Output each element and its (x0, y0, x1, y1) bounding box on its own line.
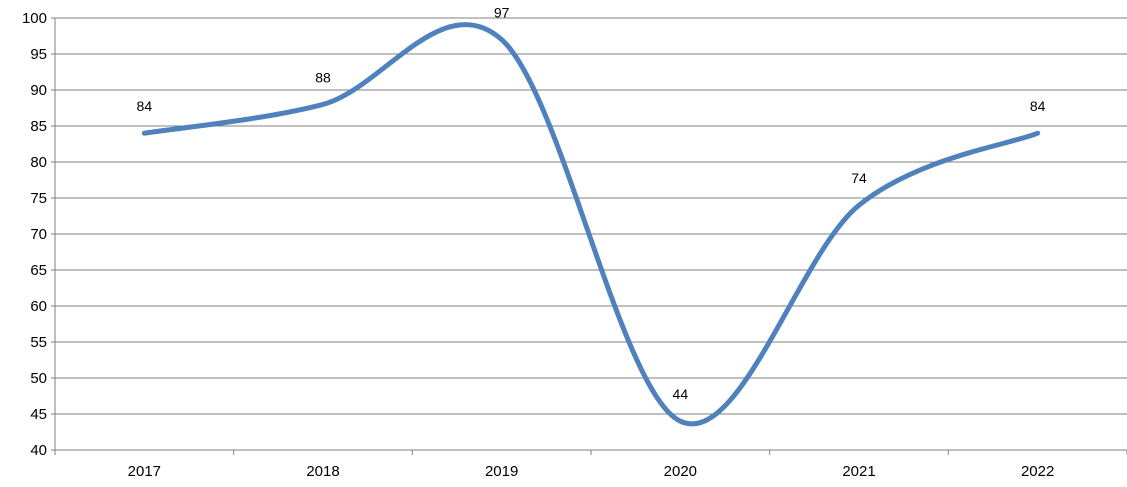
x-tick-label: 2021 (842, 463, 875, 480)
y-tick-label: 90 (30, 82, 47, 99)
gridlines (55, 17, 1127, 415)
y-tick-label: 50 (30, 370, 47, 387)
y-tick-label: 40 (30, 442, 47, 459)
x-tick-label: 2018 (306, 463, 339, 480)
y-axis-ticks: 40 45 50 55 60 65 70 75 80 85 90 95 100 (22, 10, 55, 459)
y-tick-label: 65 (30, 262, 47, 279)
data-label: 84 (1030, 98, 1046, 114)
y-tick-label: 100 (22, 10, 47, 27)
series-layer (141, 22, 1041, 427)
x-tick-label: 2017 (128, 463, 161, 480)
x-tick-label: 2022 (1021, 463, 1054, 480)
y-tick-label: 75 (30, 190, 47, 207)
data-label: 84 (137, 98, 153, 114)
series-line (141, 22, 1041, 427)
y-tick-label: 80 (30, 154, 47, 171)
data-labels: 84 88 97 44 74 84 (137, 5, 1046, 403)
y-tick-label: 85 (30, 118, 47, 135)
y-tick-label: 60 (30, 298, 47, 315)
x-axis-ticks: 2017 2018 2019 2020 2021 2022 (54, 450, 1127, 480)
x-tick-label: 2020 (664, 463, 697, 480)
data-label: 97 (494, 5, 510, 21)
y-tick-label: 45 (30, 406, 47, 423)
data-label: 74 (851, 170, 867, 186)
data-label: 44 (673, 386, 689, 402)
y-tick-label: 70 (30, 226, 47, 243)
y-tick-label: 55 (30, 334, 47, 351)
y-tick-label: 95 (30, 46, 47, 63)
x-tick-label: 2019 (485, 463, 518, 480)
data-label: 88 (315, 69, 331, 85)
